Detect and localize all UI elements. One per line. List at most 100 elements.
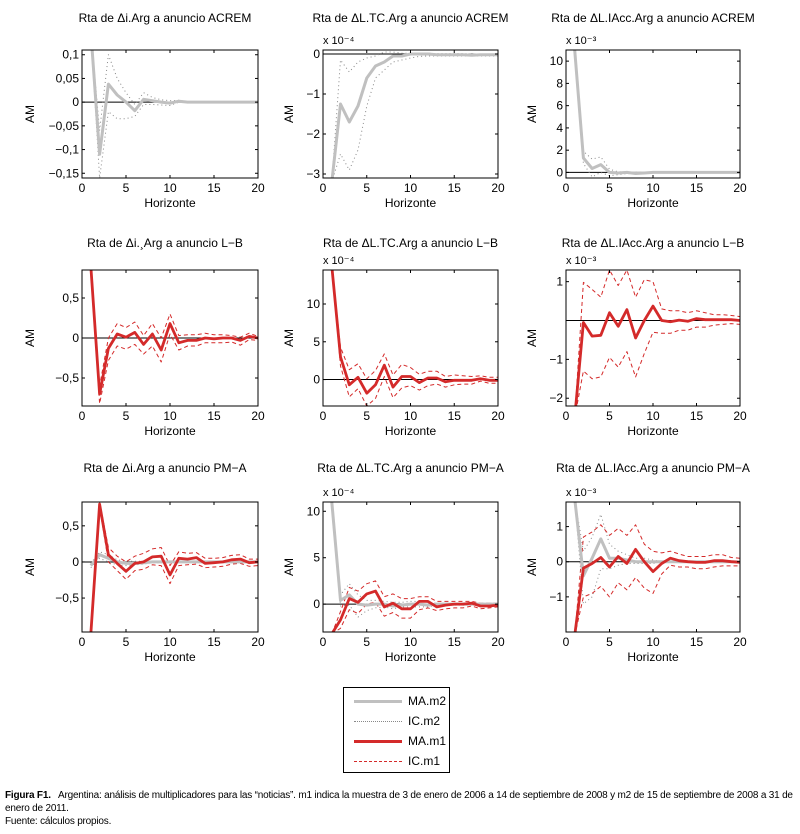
y-tick-label: 5 <box>313 335 320 349</box>
series-ma-m1 <box>573 548 740 632</box>
series-ma-m2 <box>573 50 740 175</box>
y-tick-label: 0 <box>556 165 563 179</box>
series-ic-m2-lower <box>91 50 258 178</box>
chart-title: Rta de Δi.Arg a anuncio PM−A <box>83 461 246 475</box>
series-ic-m1-upper <box>90 270 258 387</box>
x-tick-label: 10 <box>404 181 418 195</box>
x-tick-label: 15 <box>448 635 462 649</box>
series-group <box>566 50 740 178</box>
series-group <box>82 270 258 405</box>
x-tick-label: 20 <box>491 181 505 195</box>
x-tick-label: 15 <box>690 409 704 423</box>
x-tick-label: 0 <box>79 409 86 423</box>
x-tick-label: 0 <box>563 181 570 195</box>
series-ma-m2 <box>330 52 498 178</box>
chart-title: Rta de ΔL.TC.Arg a anuncio PM−A <box>317 461 503 475</box>
x-tick-label: 0 <box>79 635 86 649</box>
legend-label: MA.m2 <box>408 694 447 708</box>
x-tick-label: 0 <box>79 181 86 195</box>
x-tick-label: 20 <box>733 635 747 649</box>
x-axis-label: Horizonte <box>144 424 196 438</box>
legend-swatch-ic-m1 <box>354 761 402 762</box>
chart-panel-9: Rta de ΔL.IAcc.Arg a anuncio PM−A x 10⁻³ 0… <box>525 461 750 664</box>
y-tick-label: 0 <box>313 47 320 61</box>
chart-title: Rta de ΔL.IAcc.Arg a anuncio ACREM <box>551 11 754 25</box>
x-tick-label: 20 <box>491 635 505 649</box>
series-ic-m2-upper <box>331 502 498 604</box>
series-group <box>323 51 498 178</box>
x-tick-label: 10 <box>646 181 660 195</box>
x-tick-label: 0 <box>320 409 327 423</box>
x-tick-label: 0 <box>320 181 327 195</box>
series-ic-m1-upper <box>90 502 258 632</box>
y-axis-label: AM <box>525 105 539 123</box>
x-tick-label: 5 <box>606 635 613 649</box>
caption-label: Figura F1. <box>5 790 51 801</box>
chart-panel-1: Rta de Δi.Arg a anuncio ACREM 0 5 10 15 20 −0,… <box>23 11 265 210</box>
series-ic-m2-upper <box>574 50 740 173</box>
x-axis-label: Horizonte <box>385 424 437 438</box>
y-axis-label: AM <box>23 105 37 123</box>
y-tick-label: 6 <box>556 99 563 113</box>
y-tick-label: 0 <box>72 555 79 569</box>
y-exponent-label: x 10⁻⁴ <box>323 487 355 499</box>
series-ma-m2 <box>89 553 258 567</box>
x-axis-label: Horizonte <box>144 650 196 664</box>
chart-title: Rta de ΔL.TC.Arg a anuncio L−B <box>323 236 498 250</box>
axes-frame <box>565 269 741 407</box>
y-tick-label: 0,5 <box>62 291 79 305</box>
x-tick-label: 15 <box>207 181 221 195</box>
chart-title: Rta de ΔL.TC.Arg a anuncio ACREM <box>312 11 508 25</box>
series-ma-m1 <box>574 304 740 406</box>
series-group <box>566 502 740 632</box>
y-tick-label: 0 <box>72 331 79 345</box>
legend-label: IC.m2 <box>408 714 441 728</box>
series-ic-m1-lower <box>90 506 258 632</box>
series-ic-m2-lower <box>574 50 740 178</box>
y-exponent-label: x 10⁻⁴ <box>323 35 355 47</box>
series-ic-m2-upper <box>331 51 498 178</box>
series-ic-m2-lower <box>331 502 498 618</box>
x-tick-label: 15 <box>448 181 462 195</box>
x-axis-label: Horizonte <box>385 650 437 664</box>
series-ma-m1 <box>331 589 498 632</box>
x-tick-label: 5 <box>363 181 370 195</box>
legend-label: MA.m1 <box>408 734 447 748</box>
y-axis-label: AM <box>282 558 296 576</box>
x-tick-label: 20 <box>251 409 265 423</box>
y-tick-label: −2 <box>306 127 320 141</box>
y-tick-label: −1 <box>549 352 563 366</box>
x-tick-label: 20 <box>491 409 505 423</box>
x-axis-label: Horizonte <box>627 650 679 664</box>
legend: MA.m2 IC.m2 MA.m1 IC.m1 <box>343 687 450 773</box>
y-axis-label: AM <box>525 558 539 576</box>
axes-frame <box>81 49 259 179</box>
chart-title: Rta de ΔL.IAcc.Arg a anuncio L−B <box>562 236 744 250</box>
x-tick-label: 10 <box>646 635 660 649</box>
x-tick-label: 20 <box>733 181 747 195</box>
y-tick-label: −0,05 <box>49 119 80 133</box>
x-tick-label: 10 <box>646 409 660 423</box>
legend-swatch-ma-m1 <box>354 740 402 743</box>
x-tick-label: 20 <box>733 409 747 423</box>
series-ma-m1 <box>330 270 498 395</box>
y-tick-label: 5 <box>313 551 320 565</box>
chart-panel-3: Rta de ΔL.IAcc.Arg a anuncio ACREM x 10⁻³… <box>525 11 755 210</box>
y-axis-label: AM <box>282 105 296 123</box>
y-tick-label: 0,1 <box>62 48 79 62</box>
legend-swatch-ma-m2 <box>354 700 402 703</box>
series-group <box>82 50 258 178</box>
y-tick-label: 0,05 <box>56 71 80 85</box>
x-tick-label: 5 <box>123 181 130 195</box>
y-tick-label: 1 <box>556 520 563 534</box>
chart-panel-6: Rta de ΔL.IAcc.Arg a anuncio L−B x 10⁻³ 0 5… <box>525 236 747 438</box>
x-tick-label: 20 <box>251 181 265 195</box>
legend-entry-ma-m1: MA.m1 <box>344 732 449 752</box>
chart-panel-4: Rta de Δi.¸Arg a anuncio L−B 0 5 10 15 20 −0,5… <box>23 236 265 438</box>
y-exponent-label: x 10⁻³ <box>566 255 597 267</box>
x-axis-label: Horizonte <box>627 424 679 438</box>
x-tick-label: 5 <box>606 181 613 195</box>
y-tick-label: −0,5 <box>55 371 79 385</box>
y-tick-label: 0 <box>556 555 563 569</box>
